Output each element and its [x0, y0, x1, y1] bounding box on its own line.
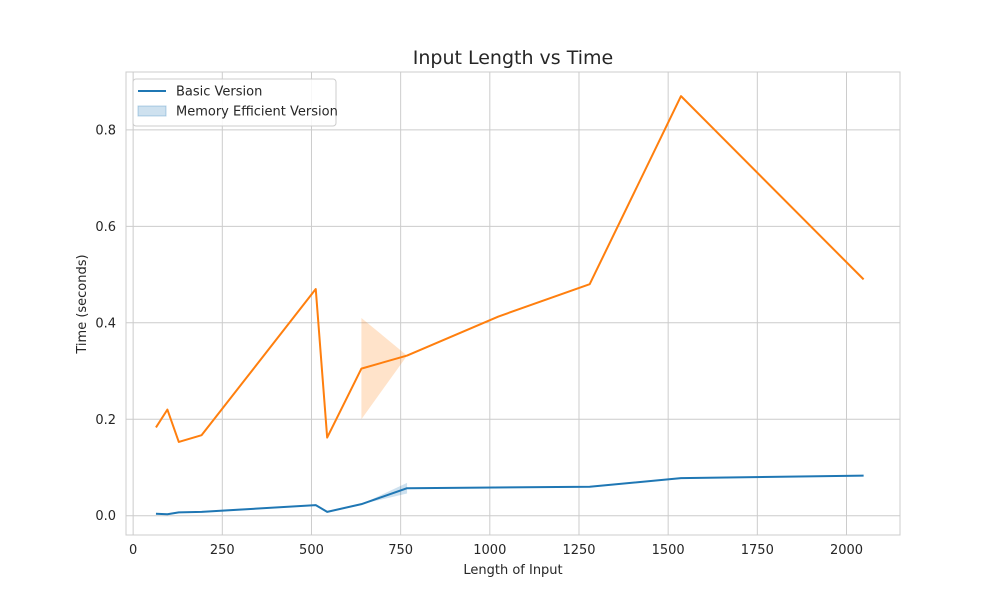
- series-0-point: [166, 513, 168, 515]
- x-tick-label: 1750: [741, 543, 774, 558]
- series-1-point: [497, 316, 499, 318]
- series-1-point: [315, 288, 317, 290]
- confidence-bands: [361, 317, 408, 505]
- series-1-band: [361, 317, 408, 420]
- x-tick-label: 1000: [473, 543, 506, 558]
- series-lines: [155, 95, 865, 516]
- series-0-point: [201, 511, 203, 513]
- x-tick-label: 1250: [562, 543, 595, 558]
- x-tick-label: 1500: [652, 543, 685, 558]
- series-0-point: [863, 475, 865, 477]
- y-axis-label: Time (seconds): [75, 254, 90, 354]
- series-1-point: [589, 283, 591, 285]
- series-0-point: [406, 487, 408, 489]
- x-tick-label: 2000: [830, 543, 863, 558]
- series-1-point: [201, 434, 203, 436]
- legend: Basic Version Memory Efficient Version: [132, 78, 338, 127]
- x-tick-label: 500: [299, 543, 324, 558]
- y-tick-label: 0.0: [95, 509, 116, 524]
- plot-frame: [125, 71, 901, 536]
- series-1-point: [178, 441, 180, 443]
- series-0-point: [315, 504, 317, 506]
- x-axis-label: Length of Input: [463, 563, 562, 578]
- legend-box: [132, 78, 337, 127]
- series-1-point: [680, 95, 682, 97]
- series-1-point: [155, 426, 157, 428]
- series-0-point: [360, 503, 362, 505]
- series-0-point: [326, 511, 328, 513]
- series-1-point: [166, 409, 168, 411]
- grid: [126, 72, 900, 535]
- legend-label: Basic Version: [176, 85, 262, 100]
- series-0-point: [589, 486, 591, 488]
- series-0-point: [155, 513, 157, 515]
- series-1-line: [155, 95, 865, 443]
- y-tick-label: 0.6: [95, 220, 116, 235]
- x-tick-label: 250: [210, 543, 235, 558]
- series-1-point: [406, 355, 408, 357]
- y-tick-label: 0.4: [95, 316, 116, 331]
- series-1-point: [863, 278, 865, 280]
- legend-band-swatch: [137, 105, 167, 117]
- series-0-line: [155, 474, 864, 516]
- x-tick-label: 750: [388, 543, 413, 558]
- x-tick-label: 0: [129, 543, 137, 558]
- series-1-point: [326, 437, 328, 439]
- y-tick-labels: 0.0 0.2 0.4 0.6 0.8: [95, 123, 116, 524]
- series-1-point: [360, 368, 362, 370]
- series-0-point: [680, 477, 682, 479]
- chart-title: Input Length vs Time: [413, 47, 614, 69]
- x-tick-labels: 0 250 500 750 1000 1250 1500 1750 2000: [129, 543, 863, 558]
- legend-label: Memory Efficient Version: [176, 105, 338, 120]
- y-tick-label: 0.2: [95, 413, 116, 428]
- series-0-point: [178, 511, 180, 513]
- y-tick-label: 0.8: [95, 123, 116, 138]
- series-0-band: [361, 482, 408, 505]
